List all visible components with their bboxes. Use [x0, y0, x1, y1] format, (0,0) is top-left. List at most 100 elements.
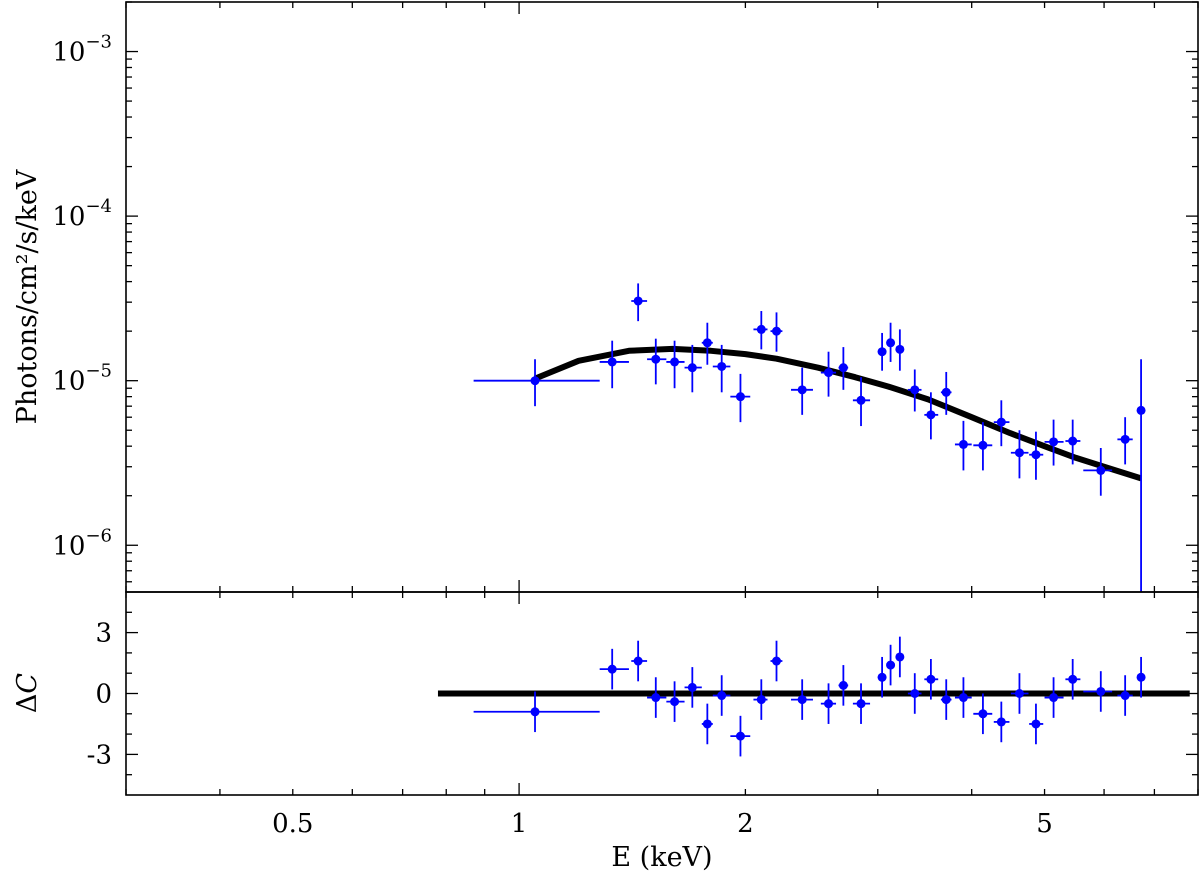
y-tick-label: 10−3 [52, 32, 112, 68]
data-marker [717, 361, 727, 371]
y-tick-label-base: 10 [52, 531, 85, 561]
x-tick-label: 1 [511, 809, 528, 839]
residual-data-point [993, 701, 1010, 743]
residual-data-point [1044, 677, 1064, 718]
data-marker [886, 338, 896, 348]
spectrum-tick-labels: 10−310−410−510−6 [52, 32, 112, 562]
spectrum-data-point [954, 420, 972, 471]
residual-data-point [954, 677, 972, 718]
spectrum-data-point [1029, 431, 1044, 480]
spectrum-data-point [1044, 419, 1064, 466]
data-marker [838, 363, 848, 373]
spectrum-data-point [1010, 430, 1029, 479]
residual-y-tick-label: -3 [87, 740, 112, 770]
data-marker [530, 707, 540, 717]
data-marker [1031, 719, 1041, 729]
data-marker [735, 731, 745, 741]
data-marker [702, 338, 712, 348]
residual-data-point [852, 683, 871, 724]
y-tick-label-base: 10 [52, 367, 85, 397]
data-marker [717, 691, 727, 701]
residuals-data [437, 636, 1190, 757]
y-tick-label: 10−6 [52, 525, 112, 561]
spectrum-panel: 10−310−410−510−6 Photons/cm²/s/keV [12, 1, 1199, 593]
data-marker [1031, 450, 1041, 460]
residual-data-point [886, 644, 896, 686]
residual-data-point [791, 679, 813, 720]
y-tick-label-exponent: −3 [85, 32, 112, 53]
data-marker [926, 410, 936, 420]
data-marker [886, 660, 896, 670]
spectrum-data-point [973, 422, 993, 471]
data-marker [958, 693, 968, 703]
residuals-y-axis-label: ΔC [12, 673, 43, 714]
residual-data-point [907, 673, 922, 714]
data-marker [1120, 691, 1130, 701]
data-marker [607, 664, 617, 674]
spectrum-data-point [753, 311, 768, 350]
spectrum-data-point [1083, 447, 1113, 496]
data-marker [772, 326, 782, 336]
data-marker [1014, 689, 1024, 698]
spectrum-data-point [730, 373, 751, 423]
data-marker [856, 699, 866, 709]
y-tick-label-base: 10 [52, 202, 85, 232]
data-marker [910, 385, 920, 395]
data-marker [1136, 672, 1146, 682]
x-axis-label: E (keV) [611, 842, 712, 873]
data-marker [633, 296, 643, 306]
residual-data-point [940, 679, 952, 720]
residual-data-point [838, 665, 849, 706]
data-marker [1068, 674, 1078, 684]
y-tick-label-base: 10 [52, 38, 85, 68]
residual-data-point [701, 703, 713, 745]
spectrum-data-point [907, 369, 922, 412]
residual-data-point [753, 679, 768, 720]
data-marker [926, 674, 936, 684]
residual-data-point [820, 683, 837, 724]
y-tick-label: 10−4 [52, 196, 112, 232]
spectrum-data-point [473, 359, 600, 407]
data-marker [1014, 448, 1024, 458]
residuals-y-axis-label-delta: Δ [12, 694, 43, 714]
residual-data-point [973, 693, 993, 735]
residual-data-point [1010, 673, 1029, 714]
data-marker [702, 719, 712, 729]
data-marker [838, 680, 848, 690]
spectrum-data-point [684, 344, 702, 393]
data-marker [910, 689, 920, 698]
spectrum-data-point [1117, 417, 1133, 465]
x-tick-label: 2 [737, 809, 754, 839]
data-marker [856, 395, 866, 405]
data-marker [1096, 465, 1106, 475]
data-marker [687, 363, 697, 373]
residual-y-tick-label: 3 [95, 619, 112, 649]
y-tick-label-exponent: −5 [85, 361, 112, 382]
spectrum-data-point [993, 400, 1010, 447]
data-marker [756, 695, 766, 705]
residual-data-point [684, 667, 702, 708]
data-marker [1136, 405, 1146, 415]
data-marker [735, 392, 745, 402]
residual-data-point [1117, 675, 1133, 716]
spectrum-data-point [631, 283, 648, 322]
data-marker [941, 387, 951, 397]
residual-data-point [730, 715, 751, 757]
data-marker [996, 417, 1006, 427]
spectrum-data-point [1136, 359, 1146, 592]
data-marker [1049, 693, 1059, 703]
spectrum-data-point [701, 322, 713, 365]
data-marker [756, 324, 766, 334]
spectrum-y-axis-label: Photons/cm²/s/keV [12, 169, 43, 424]
data-marker [978, 440, 988, 450]
data-marker [1120, 434, 1130, 444]
spectrum-data [473, 283, 1146, 592]
spectrum-data-point [1065, 419, 1081, 465]
data-marker [895, 652, 905, 662]
data-marker [1049, 437, 1059, 447]
data-marker [797, 385, 807, 395]
spectrum-data-point [666, 340, 685, 389]
data-marker [941, 695, 951, 705]
data-marker [530, 376, 540, 386]
